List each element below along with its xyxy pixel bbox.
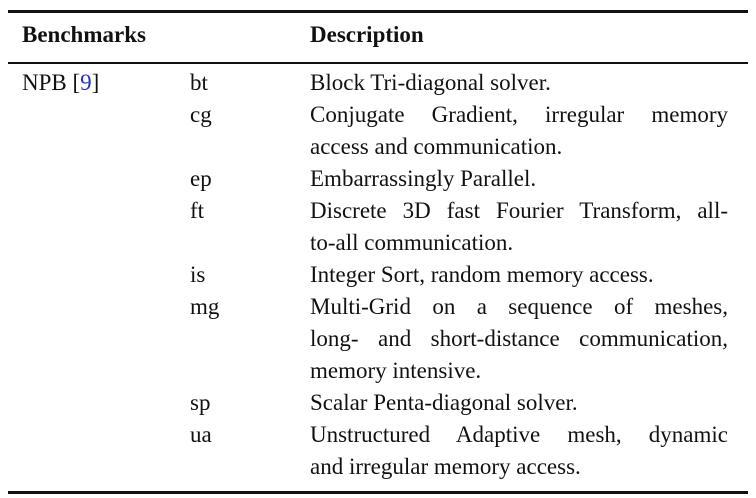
benchmark-code: ep [190,166,212,191]
benchmark-description: Discrete 3D fast Fourier Transform, all-… [310,198,728,255]
suite-name-cell: NPB [9] [22,67,99,99]
benchmark-description: Block Tri-diagonal solver. [310,70,551,95]
benchmark-code: mg [190,294,220,319]
suite-name: NPB [22,70,67,95]
table-row: mg Multi-Grid on a sequence of meshes, l… [0,291,756,387]
benchmark-code: bt [190,70,208,95]
citation[interactable]: [9] [72,70,100,95]
benchmark-description: Integer Sort, random memory access. [310,262,654,287]
benchmark-description: Multi-Grid on a sequence of meshes, long… [310,294,728,383]
benchmark-description: Embarrassingly Parallel. [310,166,537,191]
table-bottom-rule [8,491,748,494]
table-row: ft Discrete 3D fast Fourier Transform, a… [0,195,756,259]
header-benchmarks: Benchmarks [22,22,146,47]
table-row: is Integer Sort, random memory access. [0,259,756,291]
table-header-rule [8,62,748,64]
table-row: sp Scalar Penta-diagonal solver. [0,387,756,419]
table-row: ua Unstructured Adaptive mesh, dynamic a… [0,419,756,483]
benchmark-code: is [190,262,206,287]
benchmark-code: ft [190,198,205,223]
citation-number[interactable]: 9 [80,70,92,95]
benchmark-code: ua [190,422,212,447]
header-description: Description [310,22,424,47]
benchmark-rows: bt Block Tri-diagonal solver. cg Conjuga… [0,67,756,483]
benchmark-description: Scalar Penta-diagonal solver. [310,390,578,415]
benchmark-description: Conjugate Gradient, irregular memory acc… [310,102,728,159]
benchmark-code: cg [190,102,212,127]
table-row: cg Conjugate Gradient, irregular memory … [0,99,756,163]
table-top-rule [8,10,748,13]
benchmark-description: Unstructured Adaptive mesh, dynamic and … [310,422,728,479]
table-row: ep Embarrassingly Parallel. [0,163,756,195]
benchmark-code: sp [190,390,211,415]
table-row: bt Block Tri-diagonal solver. [0,67,756,99]
